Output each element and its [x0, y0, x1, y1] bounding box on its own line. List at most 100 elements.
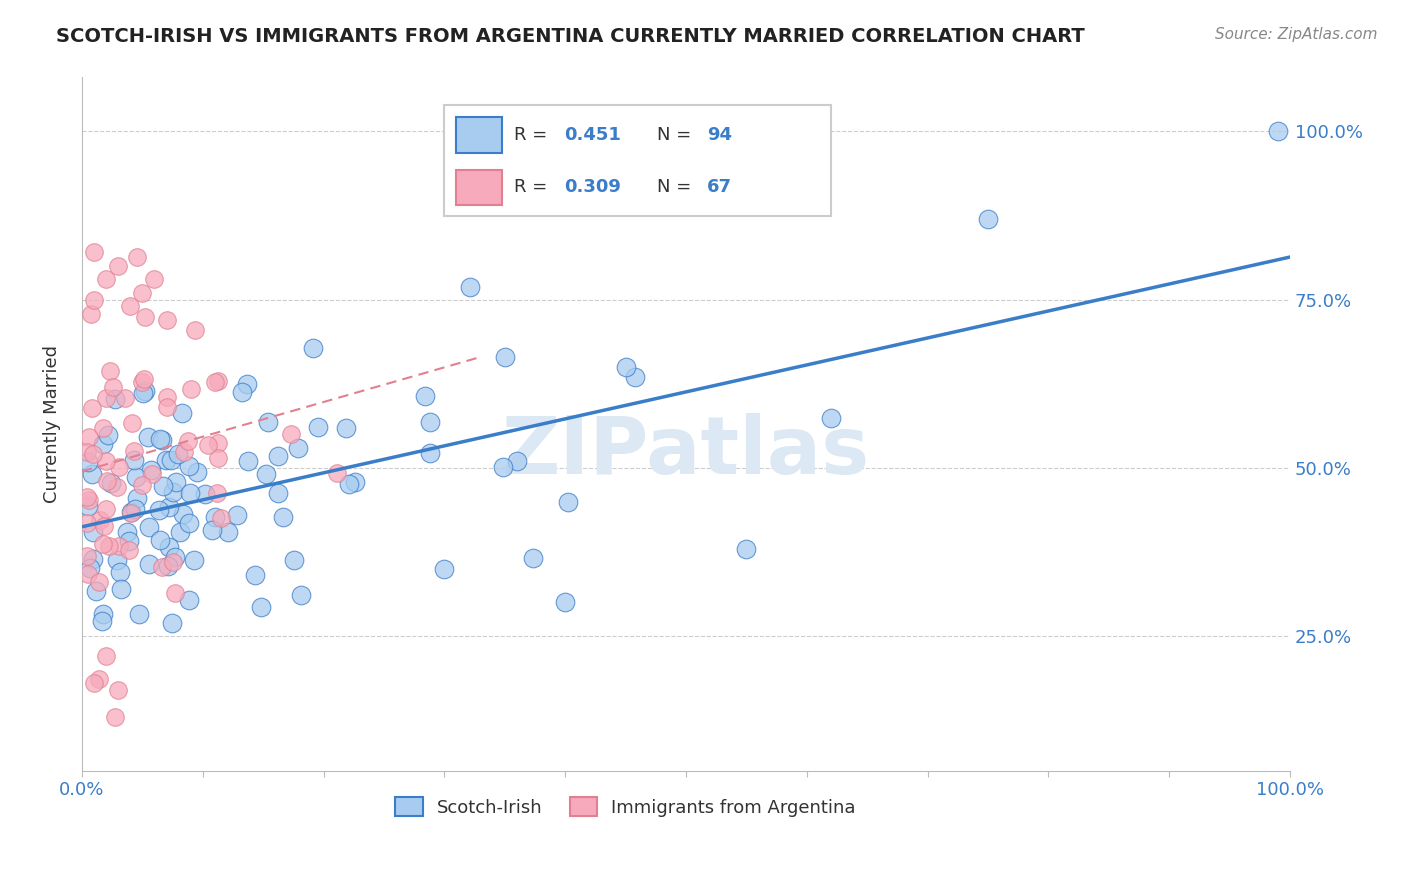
Immigrants from Argentina — [98, 540, 121, 554]
Immigrants from Argentina — [83, 245, 105, 260]
Scotch-Irish — [820, 410, 842, 425]
Scotch-Irish — [124, 502, 146, 516]
Scotch-Irish — [254, 467, 277, 481]
Scotch-Irish — [104, 392, 127, 406]
Scotch-Irish — [226, 508, 249, 522]
Immigrants from Argentina — [205, 485, 228, 500]
Scotch-Irish — [157, 540, 180, 554]
Scotch-Irish — [124, 470, 146, 484]
Scotch-Irish — [250, 600, 273, 615]
Immigrants from Argentina — [94, 272, 117, 286]
Immigrants from Argentina — [80, 307, 103, 321]
Immigrants from Argentina — [87, 575, 110, 590]
Scotch-Irish — [494, 351, 516, 365]
Scotch-Irish — [77, 500, 100, 514]
Scotch-Irish — [335, 421, 357, 435]
Immigrants from Argentina — [91, 420, 114, 434]
Scotch-Irish — [157, 558, 180, 573]
Immigrants from Argentina — [104, 710, 127, 724]
Scotch-Irish — [236, 376, 259, 391]
Scotch-Irish — [238, 454, 260, 468]
Scotch-Irish — [138, 520, 160, 534]
Scotch-Irish — [735, 541, 758, 556]
Scotch-Irish — [183, 553, 205, 567]
Immigrants from Argentina — [207, 374, 229, 388]
Immigrants from Argentina — [93, 519, 115, 533]
Scotch-Irish — [110, 582, 132, 596]
Scotch-Irish — [118, 533, 141, 548]
Immigrants from Argentina — [209, 511, 232, 525]
Scotch-Irish — [79, 561, 101, 575]
Scotch-Irish — [179, 459, 201, 474]
Immigrants from Argentina — [134, 310, 156, 324]
Scotch-Irish — [491, 460, 513, 475]
Immigrants from Argentina — [82, 447, 104, 461]
Immigrants from Argentina — [143, 272, 166, 286]
Scotch-Irish — [1267, 124, 1289, 138]
Scotch-Irish — [160, 453, 183, 467]
Immigrants from Argentina — [89, 513, 111, 527]
Scotch-Irish — [152, 478, 174, 492]
Immigrants from Argentina — [94, 649, 117, 664]
Immigrants from Argentina — [125, 250, 148, 264]
Scotch-Irish — [91, 614, 114, 628]
Scotch-Irish — [120, 505, 142, 519]
Scotch-Irish — [267, 486, 290, 500]
Immigrants from Argentina — [76, 445, 98, 459]
Scotch-Irish — [100, 475, 122, 490]
Immigrants from Argentina — [131, 285, 153, 300]
Immigrants from Argentina — [173, 444, 195, 458]
Scotch-Irish — [128, 607, 150, 622]
Scotch-Irish — [157, 500, 180, 514]
Scotch-Irish — [149, 533, 172, 548]
Immigrants from Argentina — [79, 430, 101, 444]
Scotch-Irish — [134, 384, 156, 398]
Scotch-Irish — [554, 595, 576, 609]
Scotch-Irish — [458, 280, 481, 294]
Immigrants from Argentina — [98, 364, 121, 378]
Immigrants from Argentina — [121, 416, 143, 430]
Scotch-Irish — [415, 389, 437, 403]
Scotch-Irish — [179, 486, 201, 500]
Text: Source: ZipAtlas.com: Source: ZipAtlas.com — [1215, 27, 1378, 42]
Legend: Scotch-Irish, Immigrants from Argentina: Scotch-Irish, Immigrants from Argentina — [388, 790, 863, 824]
Scotch-Irish — [162, 484, 184, 499]
Immigrants from Argentina — [94, 454, 117, 468]
Scotch-Irish — [82, 552, 104, 566]
Immigrants from Argentina — [155, 401, 177, 415]
Immigrants from Argentina — [114, 391, 136, 405]
Immigrants from Argentina — [76, 549, 98, 563]
Scotch-Irish — [122, 452, 145, 467]
Scotch-Irish — [163, 550, 186, 565]
Scotch-Irish — [108, 565, 131, 579]
Scotch-Irish — [217, 525, 239, 540]
Scotch-Irish — [522, 550, 544, 565]
Scotch-Irish — [172, 406, 194, 420]
Immigrants from Argentina — [91, 537, 114, 551]
Scotch-Irish — [138, 558, 160, 572]
Immigrants from Argentina — [118, 543, 141, 558]
Scotch-Irish — [165, 475, 187, 489]
Immigrants from Argentina — [162, 555, 184, 569]
Scotch-Irish — [344, 475, 367, 490]
Immigrants from Argentina — [325, 466, 347, 480]
Immigrants from Argentina — [76, 516, 98, 531]
Immigrants from Argentina — [207, 436, 229, 450]
Scotch-Irish — [624, 369, 647, 384]
Scotch-Irish — [307, 419, 329, 434]
Scotch-Irish — [155, 453, 177, 467]
Immigrants from Argentina — [134, 371, 156, 385]
Immigrants from Argentina — [107, 682, 129, 697]
Y-axis label: Currently Married: Currently Married — [44, 345, 60, 503]
Immigrants from Argentina — [87, 672, 110, 686]
Scotch-Irish — [283, 553, 305, 567]
Immigrants from Argentina — [83, 293, 105, 307]
Text: ZIPatlas: ZIPatlas — [502, 413, 870, 491]
Immigrants from Argentina — [124, 444, 146, 458]
Scotch-Irish — [172, 507, 194, 521]
Scotch-Irish — [243, 568, 266, 582]
Scotch-Irish — [84, 584, 107, 599]
Immigrants from Argentina — [197, 438, 219, 452]
Scotch-Irish — [419, 446, 441, 460]
Scotch-Irish — [97, 428, 120, 442]
